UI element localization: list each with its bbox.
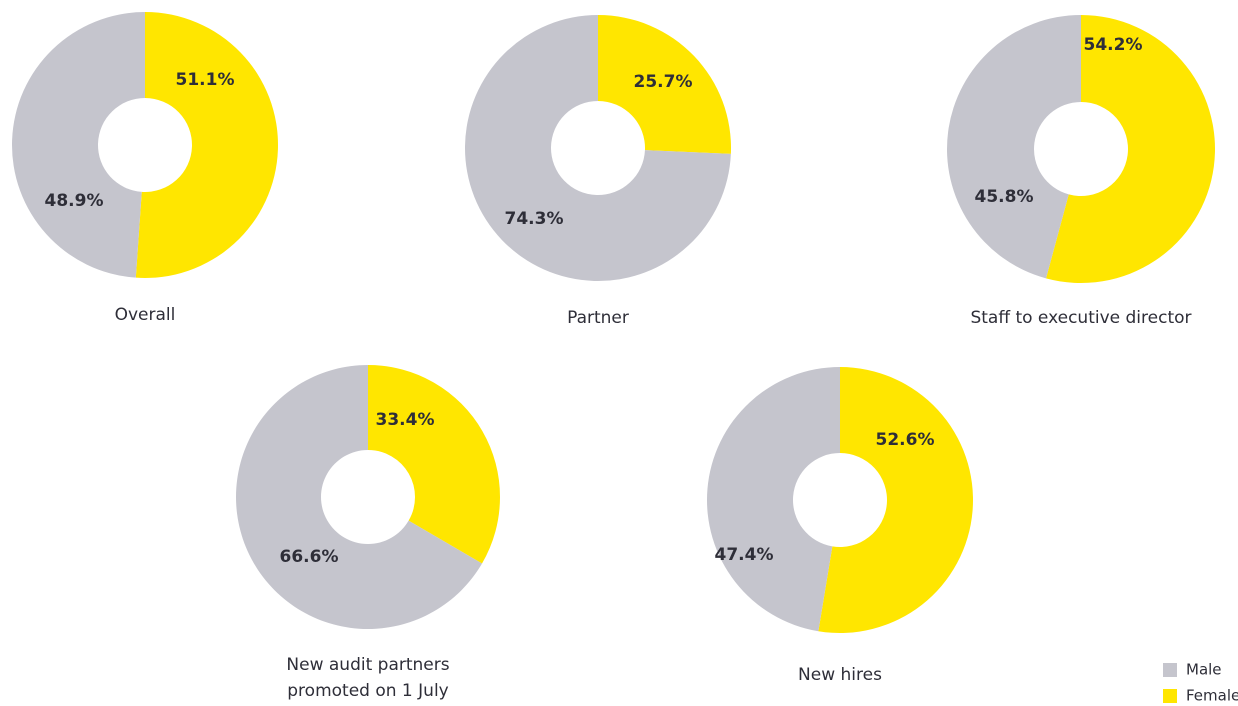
legend-swatch (1163, 663, 1177, 677)
chart-title: New audit partners promoted on 1 July (286, 655, 450, 701)
donut-segment (135, 12, 278, 278)
legend-swatch (1163, 689, 1177, 703)
value-label: 74.3% (505, 209, 564, 229)
donut-segment (236, 365, 483, 629)
value-label: 25.7% (634, 72, 693, 92)
value-label: 66.6% (280, 547, 339, 567)
value-label: 33.4% (376, 410, 435, 430)
donut-segment (11, 11, 145, 278)
donut-segment (706, 367, 840, 632)
donut-segment (368, 365, 500, 564)
value-label: 45.8% (975, 187, 1034, 207)
legend-label: Female (1186, 687, 1238, 705)
donut-segment (598, 15, 732, 154)
value-label: 54.2% (1084, 35, 1143, 55)
value-label: 51.1% (176, 70, 235, 90)
value-label: 47.4% (715, 545, 774, 565)
legend-label: Male (1186, 661, 1222, 679)
chart-title: New hires (798, 665, 882, 685)
chart-title: Partner (567, 308, 629, 328)
donut-segment (1046, 15, 1215, 283)
donut-segment (818, 367, 973, 633)
donut-segment (946, 15, 1081, 279)
donut-segment (465, 15, 731, 282)
chart-title: Staff to executive director (970, 308, 1192, 328)
value-label: 48.9% (45, 191, 104, 211)
chart-title: Overall (114, 305, 176, 325)
value-label: 52.6% (876, 430, 935, 450)
